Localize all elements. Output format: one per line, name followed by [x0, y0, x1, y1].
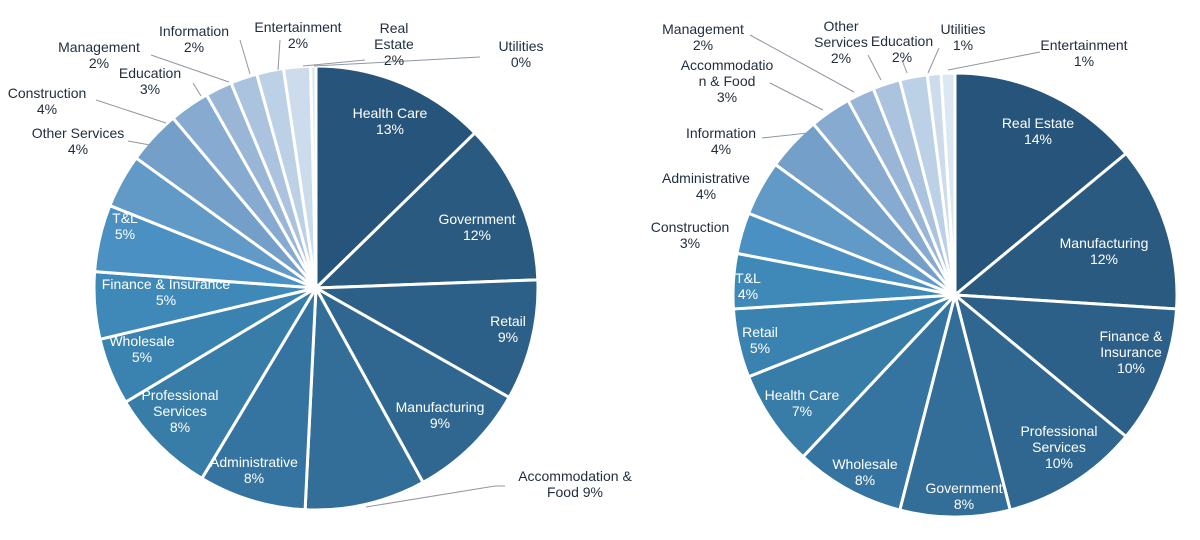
slice-accommodation-and-food [303, 286, 425, 512]
slice-entertainment [939, 71, 957, 297]
slice-label-wholesale: Wholesale 5% [109, 333, 175, 365]
slice-label-construction: Construction 3% [651, 219, 730, 251]
slice-label-management: Management 2% [662, 21, 744, 53]
slice-label-administrative: Administrative 8% [210, 454, 298, 486]
slice-manufacturing [953, 151, 1179, 311]
slice-government [314, 131, 540, 290]
leader-line-education [192, 82, 202, 97]
leader-line-entertainment [947, 51, 1041, 71]
slice-real-estate [953, 71, 1128, 297]
leader-line-education [901, 59, 908, 74]
slice-label-health-care: Health Care 13% [353, 105, 428, 137]
slice-label-utilities: Utilities 1% [940, 21, 985, 53]
slice-label-retail: Retail 9% [490, 313, 526, 345]
leader-line-management [749, 34, 855, 93]
slice-label-wholesale: Wholesale 8% [832, 456, 898, 488]
slice-label-administrative: Administrative 4% [662, 170, 750, 202]
slice-label-government: Government 8% [925, 480, 1002, 512]
slice-label-finance-and-insurance: Finance & Insurance 10% [1099, 328, 1163, 376]
leader-line-utilities [313, 56, 481, 67]
slice-label-retail: Retail 5% [742, 324, 778, 356]
slice-label-education: Education 3% [119, 65, 181, 97]
leader-line-other-services [127, 140, 162, 148]
slice-manufacturing [314, 286, 511, 484]
slice-label-manufacturing: Manufacturing 9% [396, 399, 485, 431]
slice-label-tandl: T&L 5% [112, 210, 138, 242]
leader-line-real-estate [302, 59, 366, 67]
slice-label-government: Government 12% [438, 211, 515, 243]
leader-line-information [761, 132, 809, 139]
leader-line-other-services [867, 54, 882, 81]
slice-label-real-estate: Real Estate 2% [374, 20, 414, 68]
leader-line-utilities [927, 47, 940, 74]
slice-health-care [314, 64, 477, 290]
pie-labels: Real Estate 14% Manufacturing 12% Finance & I… [651, 18, 1163, 512]
slice-label-management: Management 2% [58, 39, 140, 71]
leader-line-accommodation-and-food [365, 485, 505, 508]
slice-label-health-care: Health Care 7% [765, 387, 840, 419]
slice-label-information: Information 2% [159, 23, 229, 55]
slice-label-professional-services: Professional Services 10% [1020, 423, 1097, 471]
slice-wholesale [801, 293, 957, 512]
slice-retail [314, 278, 540, 399]
pie-slices [92, 64, 540, 512]
leader-line-management [150, 54, 230, 83]
leader-line-information [239, 39, 251, 75]
slice-label-education: Education 2% [871, 33, 933, 65]
slice-label-accommodation-and-food: Accommodation & Food 9% [518, 468, 632, 500]
slice-government [898, 293, 1012, 519]
slice-label-finance-and-insurance: Finance & Insurance 5% [102, 276, 231, 308]
slice-label-entertainment: Entertainment 2% [254, 19, 341, 51]
leader-line-entertainment [277, 39, 281, 71]
slice-label-real-estate: Real Estate 14% [1002, 115, 1075, 147]
pie-slices [731, 71, 1179, 519]
leader-lines [749, 34, 1041, 139]
slice-label-utilities: Utilities 0% [498, 38, 543, 70]
slice-professional-services [124, 286, 318, 480]
slice-label-construction: Construction 4% [8, 85, 87, 117]
slice-administrative [200, 286, 318, 512]
pie-chart-1: Health Care 13% Government 12% Retail 9% Manuf… [8, 19, 633, 512]
slice-label-other-services: Other Services 2% [814, 18, 868, 66]
pie-chart-2: Real Estate 14% Manufacturing 12% Finance & I… [651, 18, 1179, 519]
leader-line-accommodation-and-food [769, 82, 824, 111]
leader-lines [95, 39, 505, 508]
slice-label-other-services: Other Services 4% [32, 125, 125, 157]
slice-label-professional-services: Professional Services 8% [141, 387, 218, 435]
leader-line-construction [95, 99, 167, 124]
slice-finance-and-insurance [953, 293, 1179, 439]
slice-label-accommodation-and-food: Accommodatio n & Food 3% [681, 57, 774, 105]
slice-label-entertainment: Entertainment 1% [1040, 37, 1127, 69]
slice-label-tandl: T&L 4% [735, 270, 761, 302]
slice-label-information: Information 4% [686, 125, 756, 157]
pie-labels: Health Care 13% Government 12% Retail 9% Manuf… [8, 19, 633, 500]
slice-label-manufacturing: Manufacturing 12% [1060, 235, 1149, 267]
